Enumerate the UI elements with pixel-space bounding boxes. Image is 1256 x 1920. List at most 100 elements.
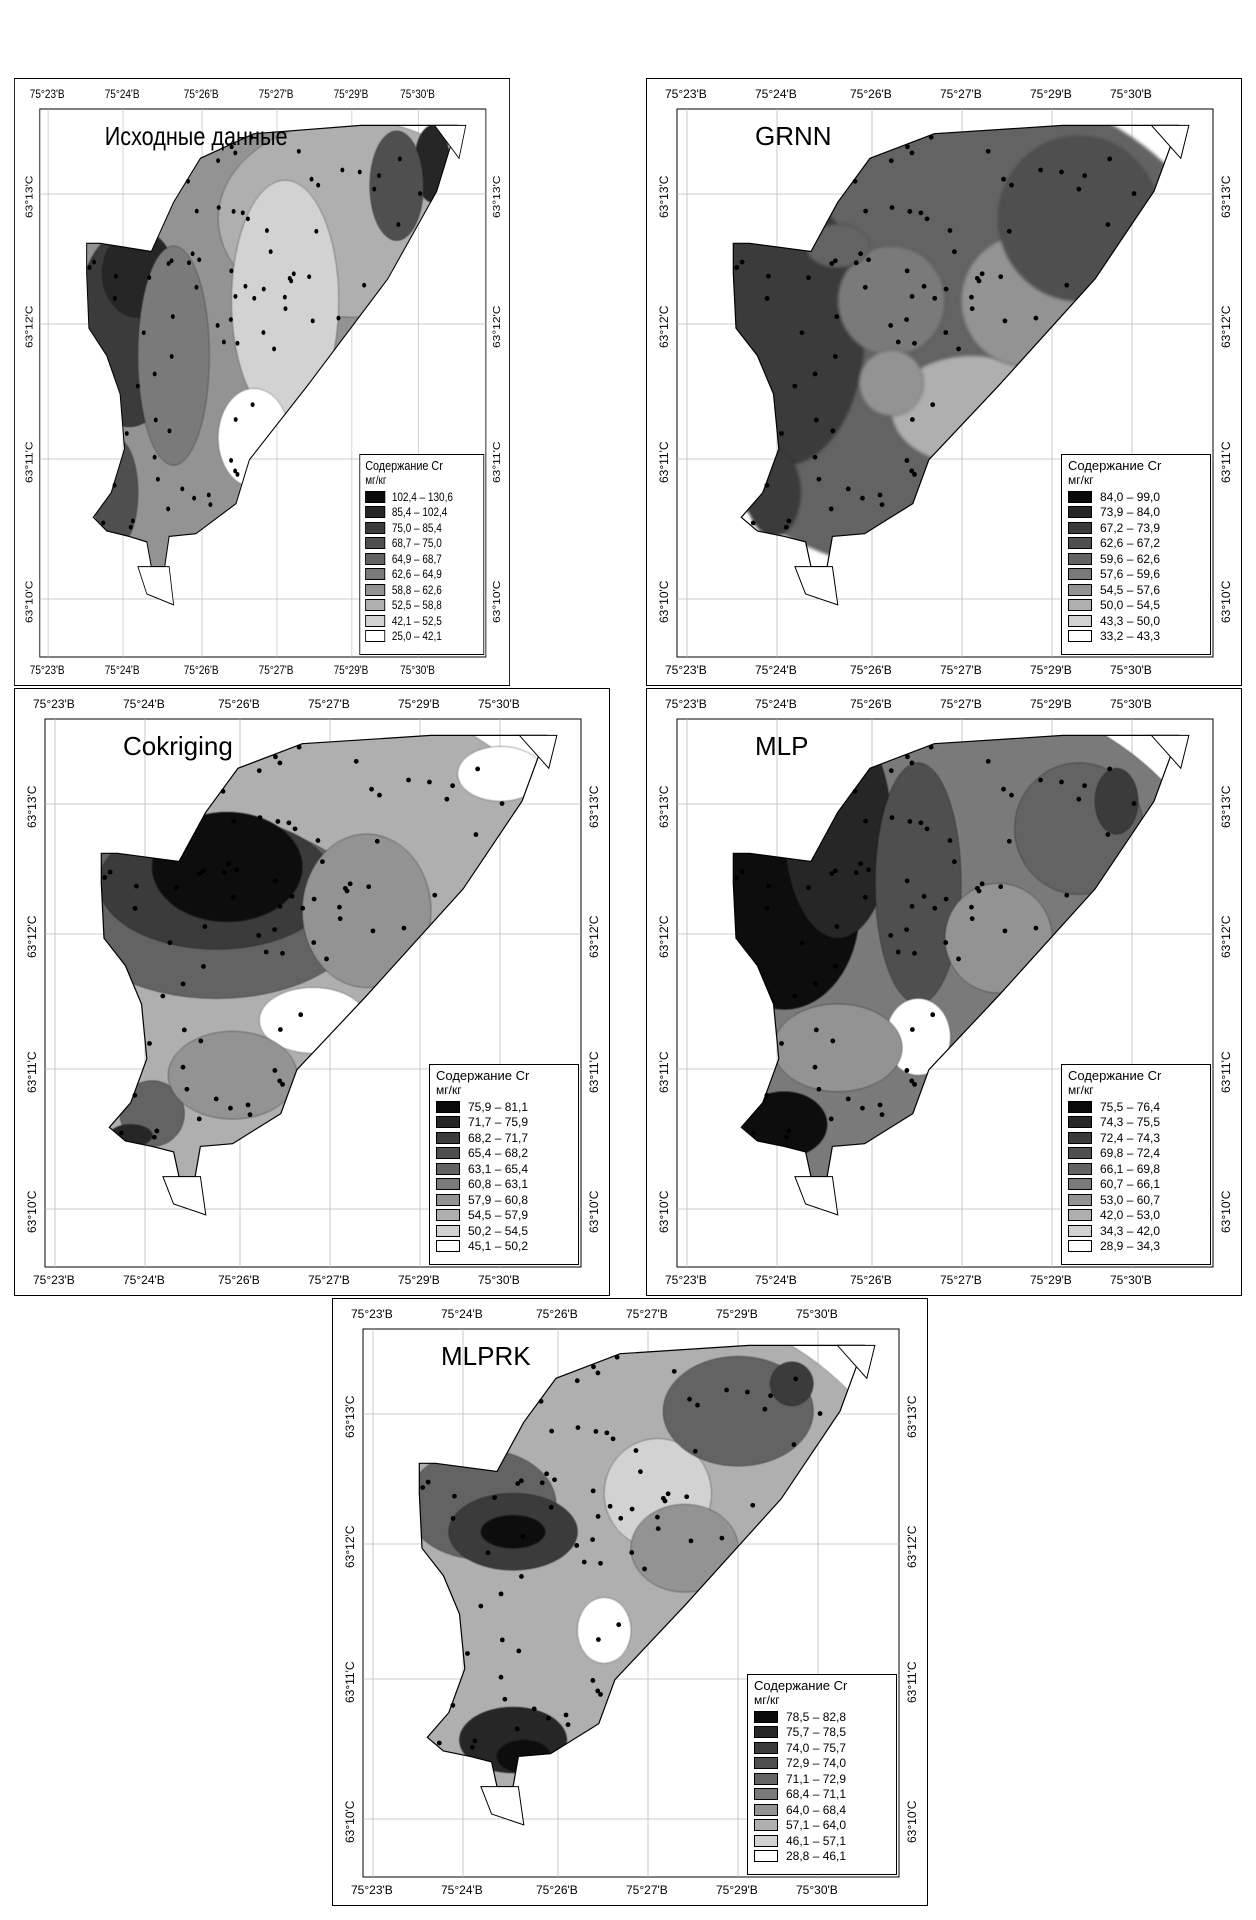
legend-range-label: 60,7 – 66,1 [1100, 1177, 1161, 1192]
sampling-point [201, 964, 206, 969]
sampling-point [1059, 779, 1064, 785]
sampling-point [1002, 318, 1008, 324]
sampling-point [985, 148, 991, 154]
legend-range-label: 84,0 – 99,0 [1100, 489, 1161, 504]
sampling-point [220, 788, 226, 794]
legend-range-label: 75,5 – 76,4 [1100, 1099, 1161, 1114]
legend-row: 75,5 – 76,4 [1068, 1099, 1204, 1115]
sampling-point [1001, 176, 1006, 182]
longitude-label: 75°27'В [626, 1883, 668, 1897]
sampling-point [969, 916, 975, 922]
latitude-label: 63°11'С [657, 441, 671, 483]
legend-range-label: 68,4 – 71,1 [786, 1787, 847, 1802]
sampling-point [519, 1574, 524, 1579]
sampling-point [272, 927, 278, 933]
longitude-label: 75°26'В [183, 663, 219, 677]
legend-swatch [1068, 521, 1092, 534]
sampling-point [92, 259, 97, 265]
sampling-point [141, 330, 146, 336]
longitude-label: 75°30'В [1110, 697, 1152, 711]
legend: Содержание Cr мг/кг 78,5 – 82,8 75,7 – 78,5… [747, 1674, 897, 1875]
sampling-point [862, 894, 868, 900]
legend-swatch [1068, 1193, 1092, 1206]
sampling-point [264, 228, 269, 233]
sampling-point [233, 294, 238, 299]
sampling-point [485, 1550, 491, 1556]
sampling-point [396, 222, 401, 227]
sampling-point [888, 933, 894, 938]
sampling-point [1105, 832, 1111, 837]
sampling-point [863, 818, 869, 824]
latitude-label: 63°11'С [587, 1051, 601, 1093]
sampling-point [724, 1387, 729, 1393]
sampling-point [197, 257, 202, 263]
legend-range-label: 50,0 – 54,5 [1100, 598, 1161, 613]
longitude-label: 75°23'В [665, 87, 707, 101]
sampling-point [167, 428, 172, 434]
sampling-point [112, 482, 117, 488]
sampling-point [879, 1112, 885, 1118]
sampling-point [791, 1442, 797, 1447]
sampling-point [909, 468, 915, 474]
sampling-point [549, 1428, 555, 1434]
legend-row: 43,3 – 50,0 [1068, 613, 1204, 629]
sampling-point [974, 885, 980, 891]
sampling-point [998, 274, 1004, 280]
sampling-point [863, 208, 869, 214]
sampling-point [750, 520, 756, 526]
legend-swatch [365, 630, 386, 643]
sampling-point [432, 892, 438, 898]
sampling-point [860, 1105, 865, 1111]
region-outline-south [480, 1786, 525, 1826]
legend-row: 75,7 – 78,5 [754, 1725, 890, 1741]
sampling-point [401, 925, 407, 931]
sampling-point [336, 315, 341, 321]
sampling-point [792, 383, 798, 389]
longitude-label: 75°24'В [441, 1307, 483, 1321]
legend-range-label: 43,3 – 50,0 [1100, 613, 1161, 628]
sampling-point [450, 1516, 456, 1521]
sampling-point [160, 993, 166, 999]
legend-range-label: 28,9 – 34,3 [1100, 1239, 1161, 1254]
legend-swatch [1068, 568, 1092, 581]
sampling-point [450, 783, 456, 789]
sampling-point [200, 868, 206, 874]
sampling-point [307, 274, 312, 280]
legend-row: 74,0 – 75,7 [754, 1740, 890, 1756]
sampling-point [762, 1406, 768, 1412]
legend-row: 28,8 – 46,1 [754, 1849, 890, 1865]
sampling-point [956, 956, 961, 962]
sampling-point [231, 818, 237, 824]
sampling-point [1038, 167, 1043, 173]
sampling-point [889, 205, 895, 210]
legend-range-label: 85,4 – 102,4 [391, 505, 448, 520]
sampling-point [155, 476, 160, 482]
legend-range-label: 75,9 – 81,1 [468, 1099, 529, 1114]
contour-zone [577, 1597, 632, 1664]
legend-swatch [365, 583, 386, 596]
sampling-point [888, 158, 894, 164]
latitude-label: 63°13'С [657, 785, 671, 828]
legend-row: 28,9 – 34,3 [1068, 1239, 1204, 1255]
sampling-point [124, 431, 129, 436]
legend-range-label: 62,6 – 67,2 [1100, 536, 1161, 551]
legend-range-label: 65,4 – 68,2 [468, 1146, 529, 1161]
legend-row: 34,3 – 42,0 [1068, 1223, 1204, 1239]
longitude-label: 75°29'В [1030, 87, 1072, 101]
sampling-point [1059, 169, 1064, 175]
map-title: Исходные данные [104, 121, 288, 151]
region-outline [418, 1344, 866, 1788]
sampling-point [909, 150, 915, 156]
sampling-point [734, 265, 740, 270]
map-panel-mlp: 75°23'В 75°23'В 75°24'В 75°24'В 75°26'В 75°26… [646, 688, 1242, 1296]
sampling-point [750, 1502, 756, 1508]
sampling-point [1009, 792, 1014, 798]
sampling-point [595, 1637, 601, 1642]
sampling-point [813, 1027, 819, 1033]
sampling-point [952, 859, 957, 865]
legend-range-label: 46,1 – 57,1 [786, 1833, 847, 1848]
longitude-label: 75°23'В [351, 1883, 393, 1897]
sampling-point [502, 1696, 508, 1702]
sampling-point [113, 273, 118, 279]
longitude-label: 75°26'В [850, 697, 892, 711]
